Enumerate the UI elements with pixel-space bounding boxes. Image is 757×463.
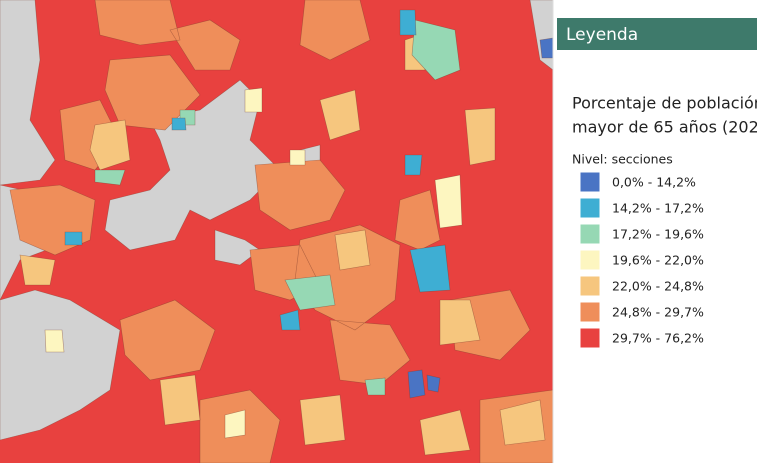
legend-swatch [579,171,601,193]
region-pale [44,87,463,439]
legend-swatch [579,249,601,271]
legend-header: Leyenda [566,25,638,45]
legend-title: mayor de 65 años (2022) [572,118,757,137]
legend-label: 17,2% - 19,6% [612,227,704,242]
legend-level: Nivel: secciones [572,152,673,167]
legend-label: 19,6% - 22,0% [612,253,704,268]
legend-header-bar [557,18,757,50]
legend-label: 0,0% - 14,2% [612,175,696,190]
region-light-orange [19,34,546,456]
legend-swatch [579,223,601,245]
legend-swatch [579,301,601,323]
legend-label: 29,7% - 76,2% [612,331,704,346]
legend-swatch [579,197,601,219]
legend-title: Porcentaje de población [572,94,757,113]
legend-swatch [579,327,601,349]
legend-label: 24,8% - 29,7% [612,305,704,320]
region-green [94,19,461,396]
legend-label: 22,0% - 24,8% [612,279,704,294]
legend: Leyenda Porcentaje de población mayor de… [557,18,757,349]
legend-swatch [579,275,601,297]
region-light-blue [64,9,451,331]
map [0,0,554,463]
legend-label: 14,2% - 17,2% [612,201,704,216]
